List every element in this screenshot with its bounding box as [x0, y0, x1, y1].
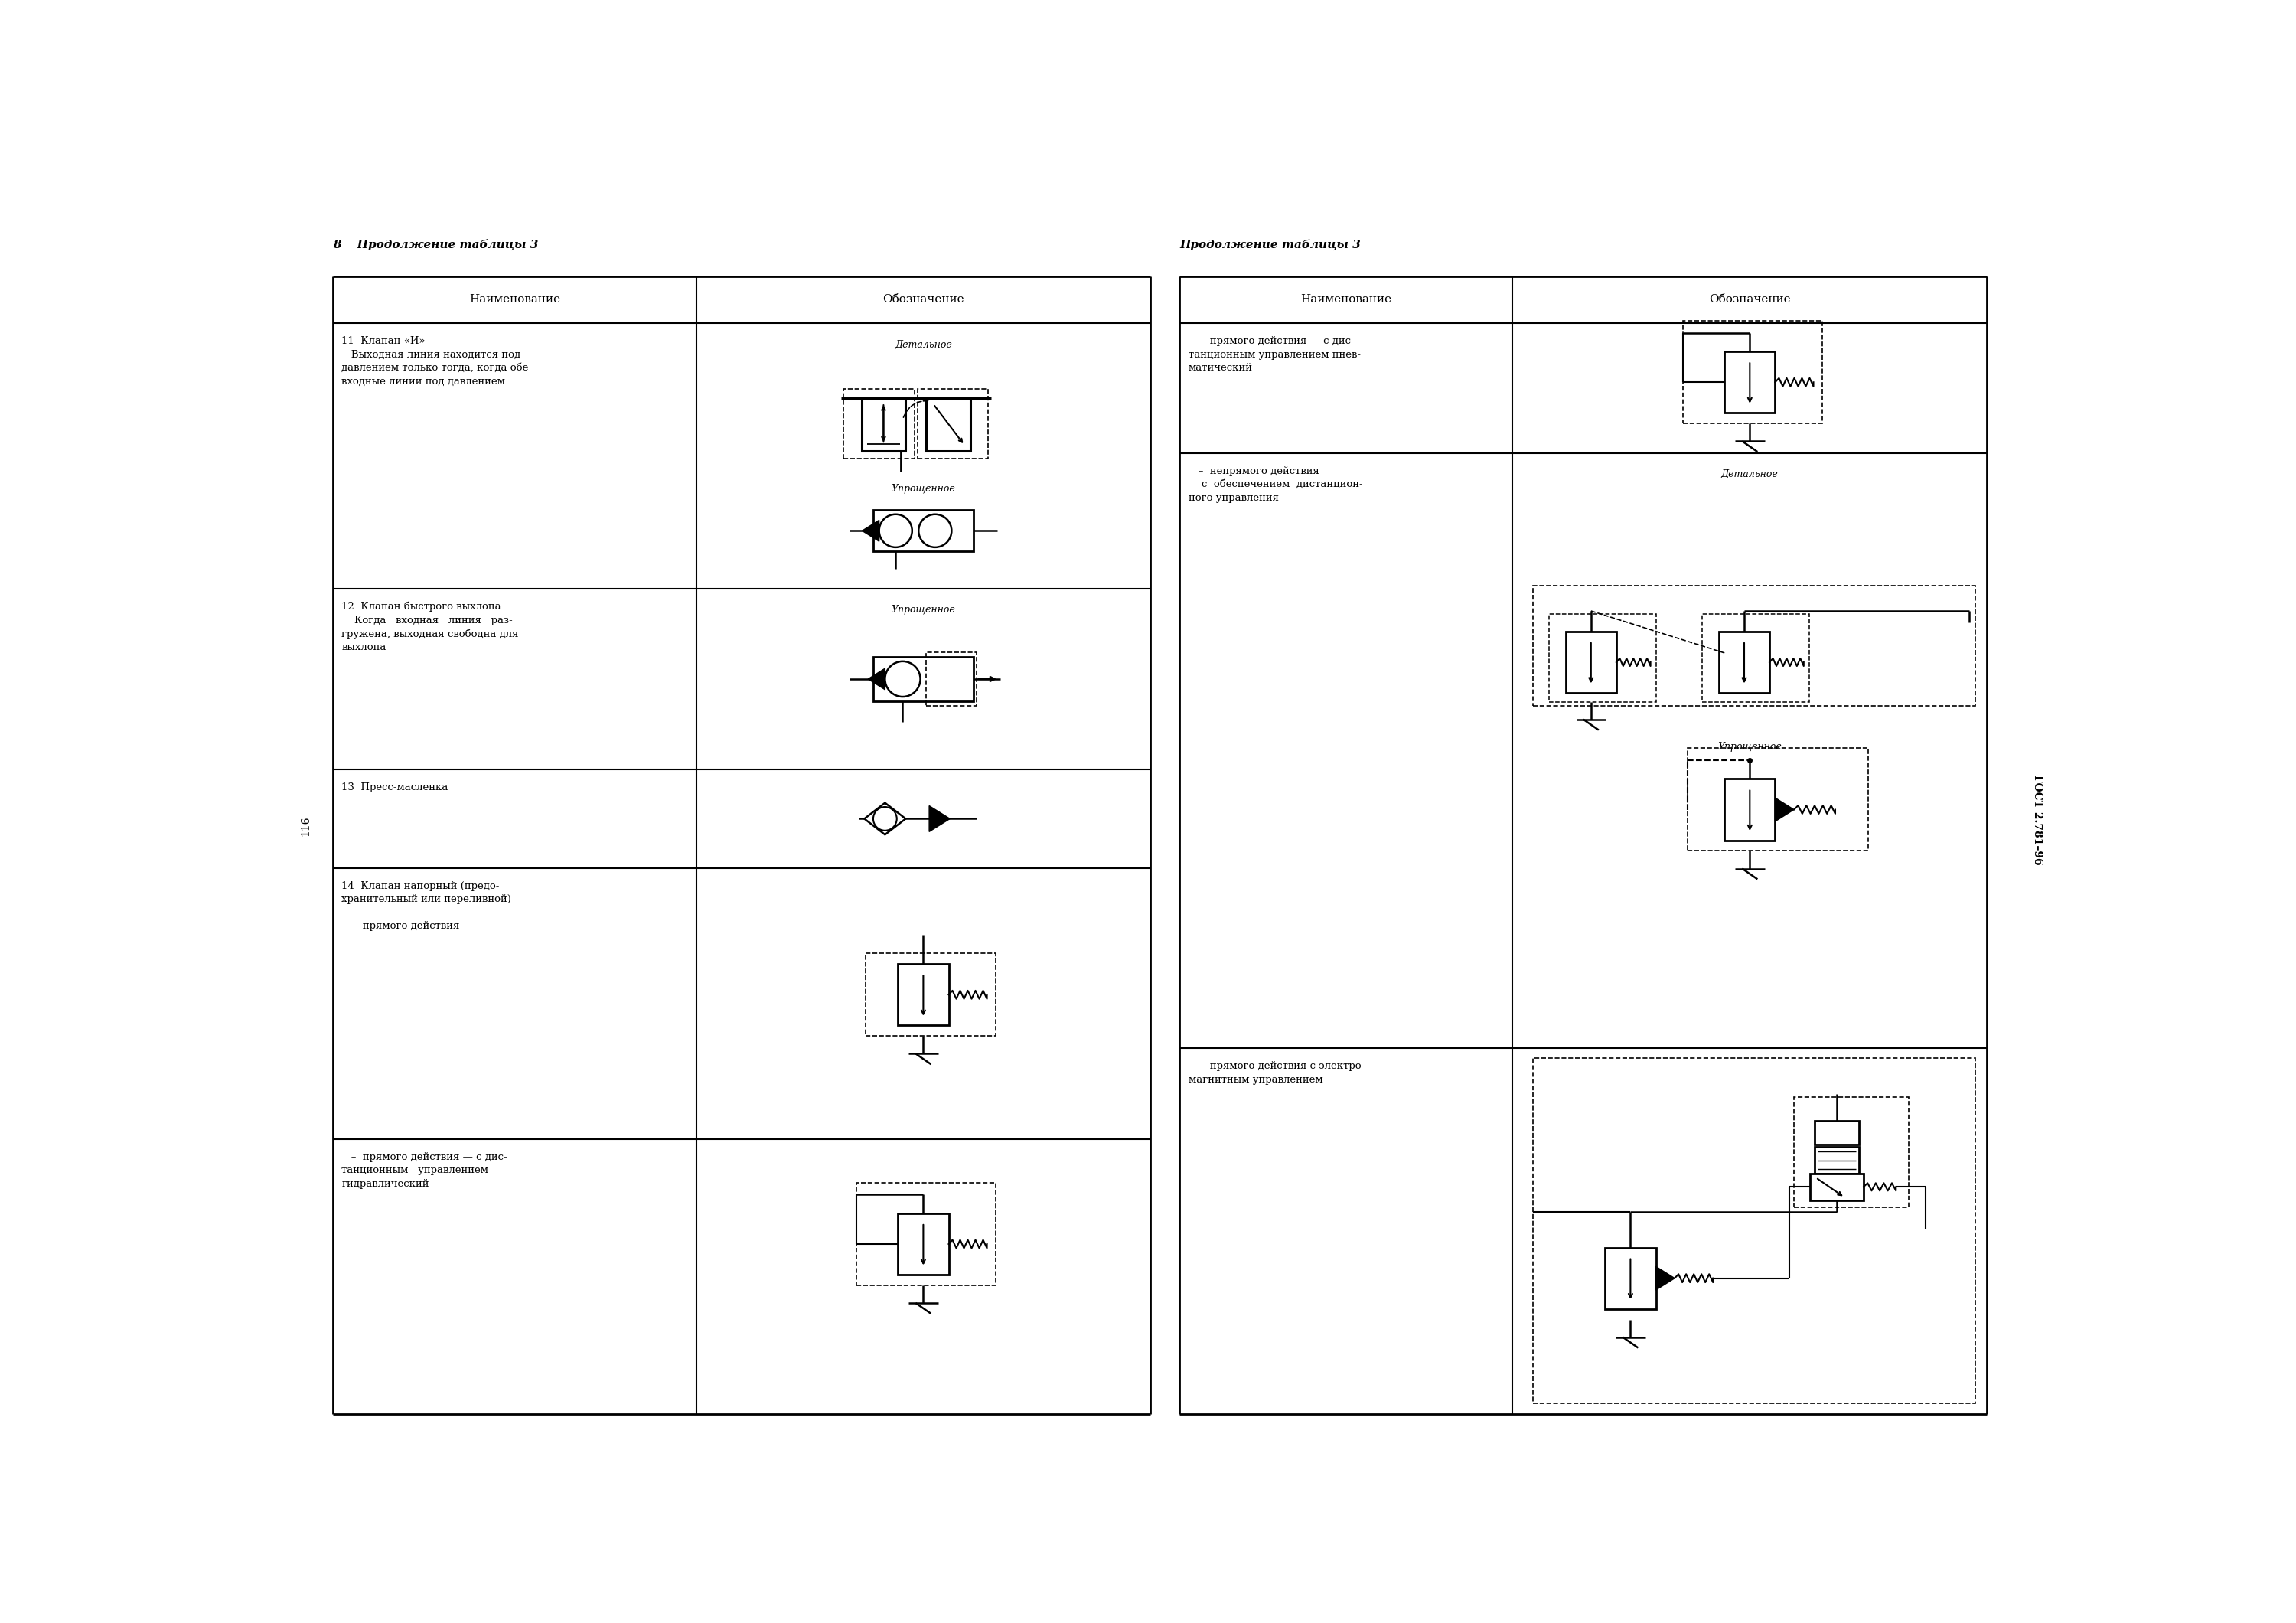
Bar: [1566, 631, 1616, 693]
Bar: [1720, 631, 1770, 693]
Text: –  прямого действия с электро-
магнитным управлением: – прямого действия с электро- магнитным …: [1189, 1061, 1364, 1084]
Bar: [1814, 1120, 1860, 1144]
Text: Обозначение: Обозначение: [882, 294, 964, 305]
Polygon shape: [868, 669, 884, 690]
Bar: [1534, 1058, 1975, 1404]
Bar: [872, 510, 974, 552]
Text: Упрощенное: Упрощенное: [891, 605, 955, 615]
Bar: [1724, 779, 1775, 841]
Bar: [843, 388, 914, 458]
Bar: [1814, 1147, 1860, 1173]
Bar: [898, 1214, 948, 1274]
Bar: [925, 398, 971, 451]
Bar: [866, 953, 996, 1035]
Text: 11  Клапан «И»
   Выходная линия находится под
давлением только тогда, когда обе: 11 Клапан «И» Выходная линия находится п…: [342, 336, 528, 386]
Text: Детальное: Детальное: [895, 339, 953, 349]
Bar: [918, 388, 987, 458]
Bar: [1550, 613, 1655, 701]
Polygon shape: [1655, 1266, 1674, 1290]
Text: Обозначение: Обозначение: [1708, 294, 1791, 305]
Bar: [1688, 748, 1869, 850]
Bar: [925, 652, 976, 706]
Bar: [1793, 1097, 1908, 1208]
Text: 116: 116: [301, 815, 310, 836]
Bar: [1683, 321, 1823, 424]
Polygon shape: [1775, 799, 1793, 821]
Text: 14  Клапан напорный (предо-
хранительный или переливной)

   –  прямого действия: 14 Клапан напорный (предо- хранительный …: [342, 881, 512, 932]
Bar: [898, 964, 948, 1026]
Text: Детальное: Детальное: [1722, 469, 1779, 479]
Text: Продолжение таблицы 3: Продолжение таблицы 3: [1180, 239, 1362, 250]
Bar: [1809, 1173, 1864, 1199]
Polygon shape: [930, 805, 951, 831]
Bar: [1605, 1248, 1655, 1308]
Text: 12  Клапан быстрого выхлопа
    Когда   входная   линия   раз-
гружена, выходная: 12 Клапан быстрого выхлопа Когда входная…: [342, 602, 519, 652]
Text: 8    Продолжение таблицы 3: 8 Продолжение таблицы 3: [333, 239, 537, 250]
Text: 13  Пресс-масленка: 13 Пресс-масленка: [342, 782, 448, 792]
Text: Упрощенное: Упрощенное: [1717, 742, 1782, 751]
Text: ГОСТ 2.781–96: ГОСТ 2.781–96: [2032, 774, 2043, 865]
Bar: [856, 1183, 996, 1285]
Text: –  прямого действия — с дис-
танционным управлением пнев-
матический: – прямого действия — с дис- танционным у…: [1189, 336, 1362, 373]
Bar: [861, 398, 905, 451]
Text: –  непрямого действия
    с  обеспечением  дистанцион-
ного управления: – непрямого действия с обеспечением дист…: [1189, 466, 1364, 503]
Text: Наименование: Наименование: [1300, 294, 1391, 305]
Text: Наименование: Наименование: [468, 294, 560, 305]
Text: Упрощенное: Упрощенное: [891, 484, 955, 493]
Bar: [1534, 586, 1975, 706]
Polygon shape: [863, 803, 905, 834]
Circle shape: [872, 807, 898, 831]
Bar: [1701, 613, 1809, 701]
Bar: [1724, 352, 1775, 412]
Polygon shape: [861, 519, 879, 542]
Text: –  прямого действия — с дис-
танционным   управлением
гидравлический: – прямого действия — с дис- танционным у…: [342, 1152, 507, 1188]
Bar: [872, 657, 974, 701]
